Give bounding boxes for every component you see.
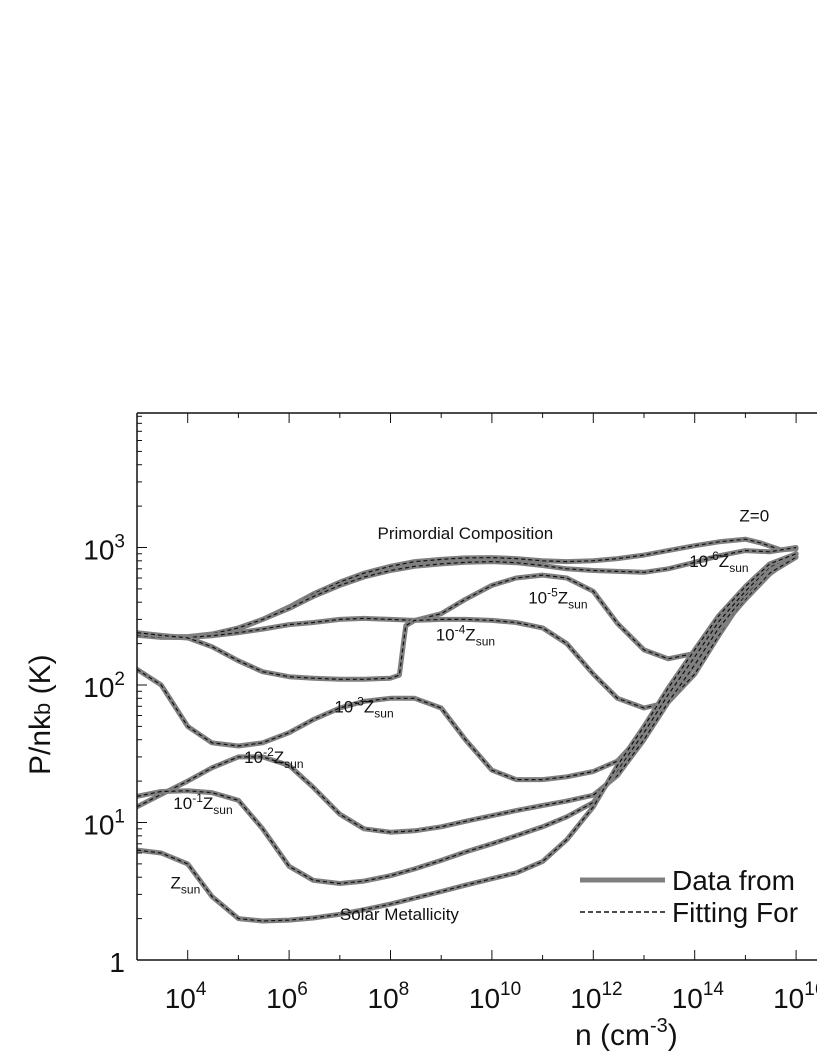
legend-label: Fitting For bbox=[672, 897, 798, 928]
series-3-fit-line bbox=[137, 553, 797, 660]
y-axis-label: P/nkb (K) bbox=[24, 654, 57, 775]
series-layer bbox=[137, 536, 799, 924]
x-tick-label: 108 bbox=[368, 979, 410, 1014]
series-7-fit-line bbox=[137, 553, 797, 885]
curve-annotation: 10-2Zsun bbox=[244, 745, 303, 771]
curve-annotation: Primordial Composition bbox=[378, 524, 554, 543]
x-tick-label: 104 bbox=[165, 979, 207, 1014]
y-tick-label: 102 bbox=[83, 669, 125, 703]
curve-annotation: 10-6Zsun bbox=[689, 549, 748, 575]
x-tick-label: 1014 bbox=[672, 979, 725, 1014]
x-tick-label: 1010 bbox=[469, 979, 521, 1014]
curve-annotation: 10-4Zsun bbox=[436, 623, 495, 649]
curve-annotation: Solar Metallicity bbox=[340, 905, 460, 924]
curve-annotation: 10-5Zsun bbox=[528, 586, 587, 612]
curve-annotation: 10-1Zsun bbox=[173, 791, 232, 817]
y-tick-label: 101 bbox=[83, 807, 125, 841]
series-4-fit-line bbox=[137, 553, 797, 709]
curve-annotation: Zsun bbox=[171, 874, 201, 897]
series-6-data-line bbox=[137, 551, 799, 835]
x-tick-label: 1012 bbox=[570, 979, 622, 1014]
series-8-fit-line bbox=[137, 553, 797, 922]
curve-annotation: 10-3Zsun bbox=[334, 695, 393, 721]
y-tick-label: 103 bbox=[83, 532, 125, 566]
x-axis-label: n (cm-3) bbox=[575, 1015, 678, 1052]
axis-titles: n (cm-3) P/nkb (K) bbox=[24, 654, 678, 1052]
curve-annotation: Z=0 bbox=[739, 506, 769, 525]
y-tick-label: 1 bbox=[109, 947, 125, 978]
x-tick-label: 106 bbox=[266, 979, 308, 1014]
x-tick-label: 1016 bbox=[773, 979, 817, 1014]
series-2-fit-line bbox=[137, 546, 797, 638]
axes-layer: 1 101 102 103 104 106 108 1010 1012 1014 1016 bbox=[83, 412, 817, 1014]
legend-label: Data from bbox=[672, 865, 795, 896]
series-6-fit-line bbox=[137, 553, 797, 833]
series-7-data-line bbox=[137, 551, 799, 886]
annotation-layer: Primordial Composition Z=0 10-6Zsun 10-5Zsu… bbox=[171, 506, 770, 924]
